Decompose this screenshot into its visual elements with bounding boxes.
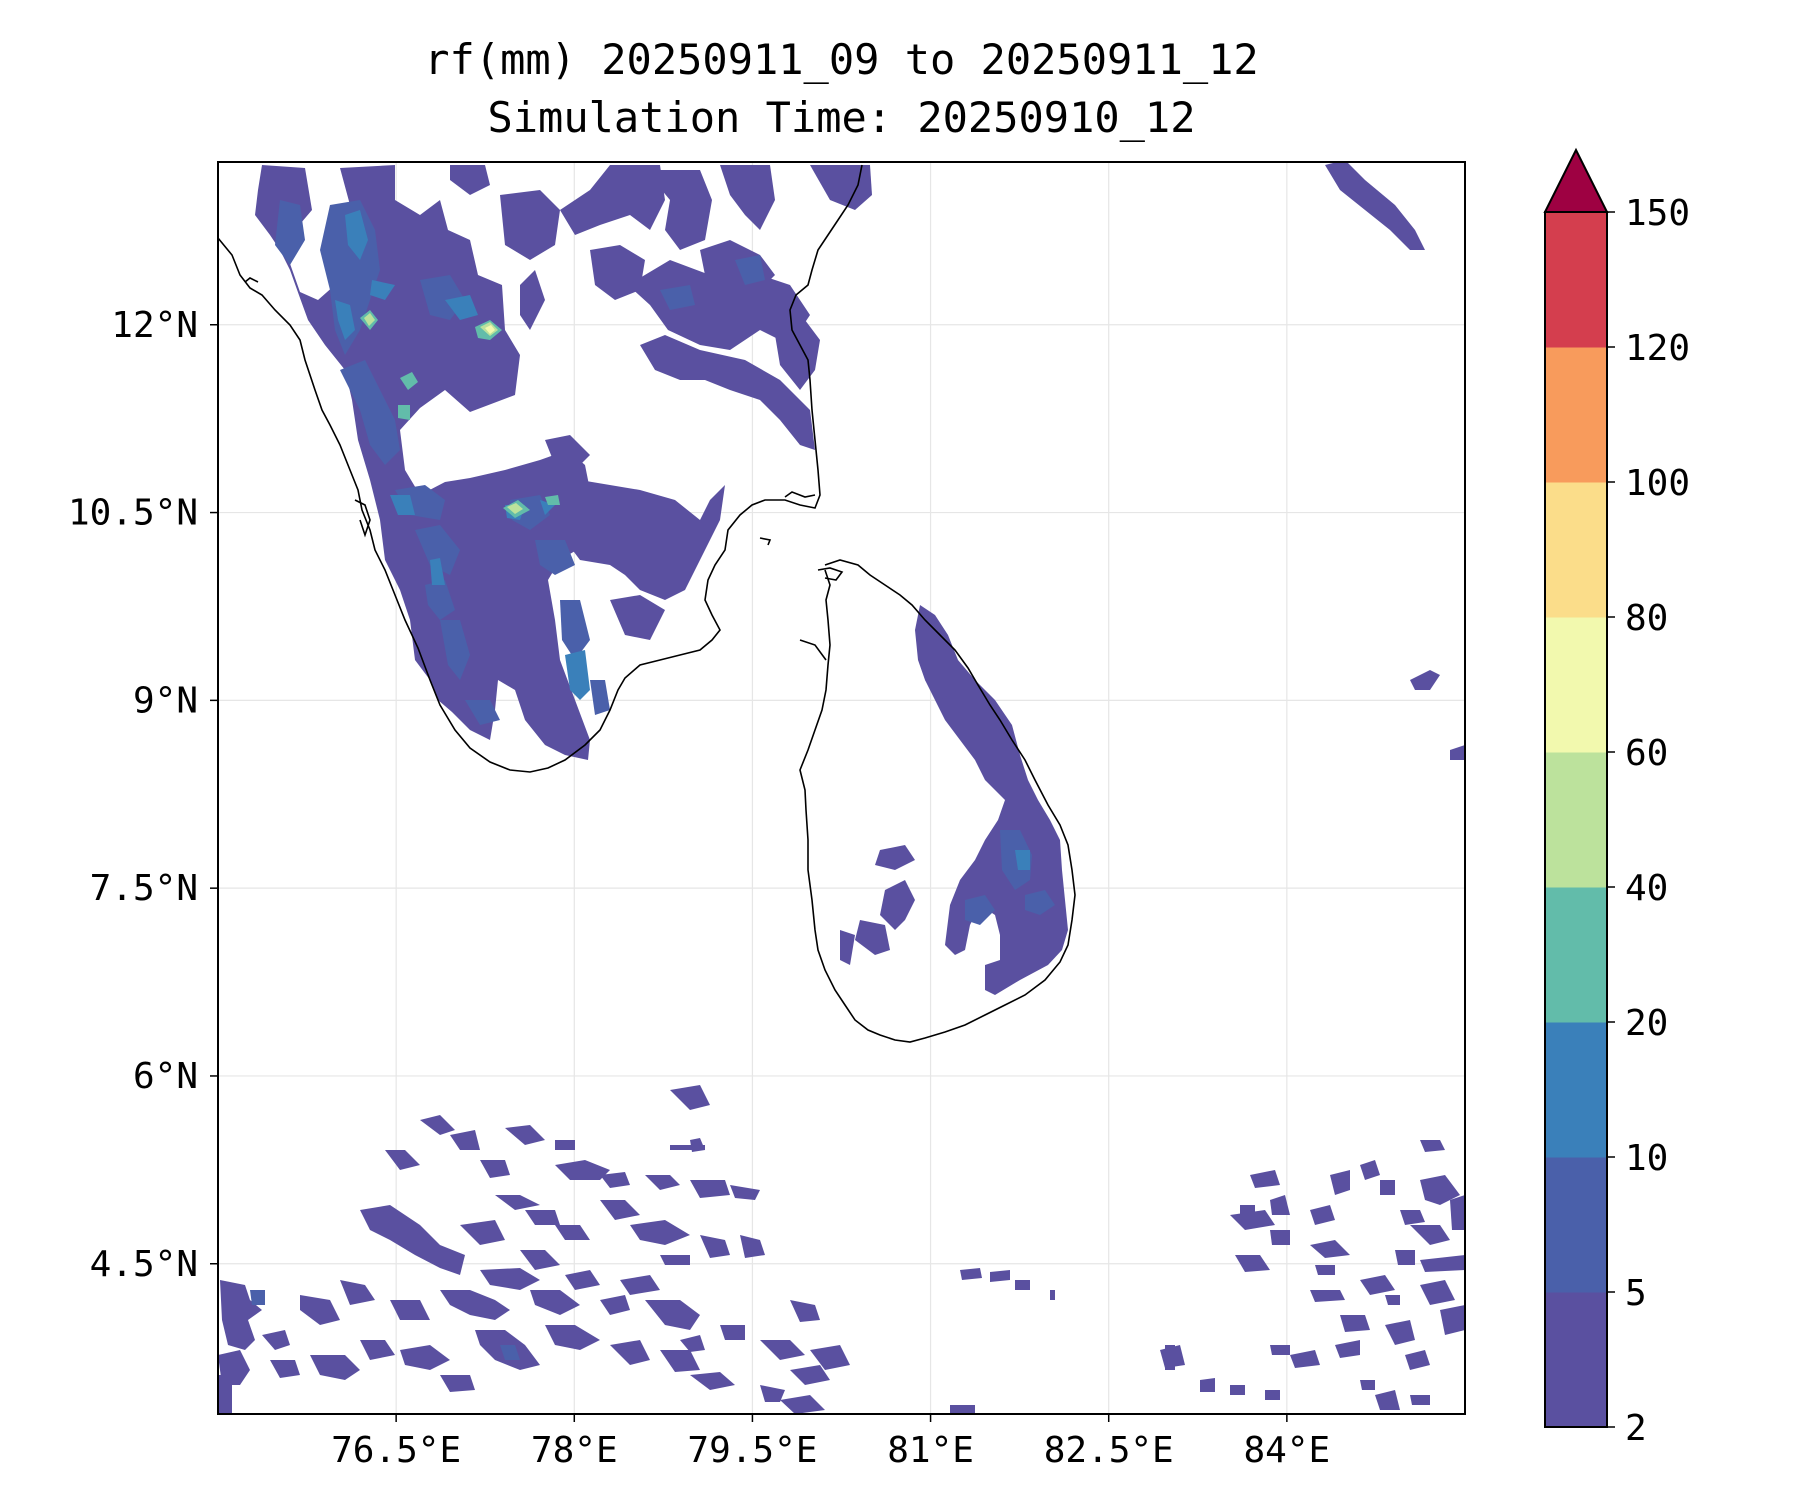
y-tick-label: 6°N bbox=[133, 1056, 198, 1097]
colorbar-label: 100 bbox=[1625, 463, 1690, 504]
colorbar-label: 20 bbox=[1625, 1003, 1668, 1044]
map-frame bbox=[217, 161, 1466, 1415]
colorbar-segment bbox=[1545, 1022, 1607, 1158]
colorbar-label: 120 bbox=[1625, 328, 1690, 369]
map-gridlines bbox=[218, 162, 1465, 1414]
x-tick-label: 82.5°E bbox=[1044, 1430, 1174, 1471]
colorbar-extend-arrow bbox=[1543, 147, 1609, 213]
rainfall-60-80mm-areas bbox=[485, 325, 495, 334]
colorbar: 2 5 10 20 40 60 80 100 120 150 bbox=[1543, 147, 1690, 1449]
colorbar-frame bbox=[1544, 211, 1608, 1428]
colorbar-label: 5 bbox=[1625, 1273, 1647, 1314]
rainfall-contours bbox=[218, 162, 1465, 1414]
x-axis-ticks: 76.5°E 78°E 79.5°E 81°E 82.5°E 84°E bbox=[331, 1414, 1330, 1471]
rainfall-2-5mm-areas bbox=[218, 162, 1465, 1414]
colorbar-label: 2 bbox=[1625, 1408, 1647, 1449]
y-tick-label: 12°N bbox=[111, 305, 198, 346]
colorbar-segment bbox=[1545, 752, 1607, 888]
y-axis-ticks: 12°N 10.5°N 9°N 7.5°N 6°N 4.5°N bbox=[68, 305, 218, 1285]
rainfall-5-10mm-areas bbox=[250, 200, 1055, 1360]
colorbar-label: 150 bbox=[1625, 193, 1690, 234]
colorbar-segment bbox=[1545, 347, 1607, 483]
colorbar-segment bbox=[1545, 1157, 1607, 1293]
colorbar-segment bbox=[1545, 887, 1607, 1023]
colorbar-segment bbox=[1545, 212, 1607, 348]
colorbar-label: 60 bbox=[1625, 733, 1668, 774]
y-tick-label: 10.5°N bbox=[68, 493, 198, 534]
coastline bbox=[218, 164, 1076, 1043]
x-tick-label: 76.5°E bbox=[331, 1430, 461, 1471]
figure-subtitle: Simulation Time: 20250910_12 bbox=[487, 93, 1196, 142]
y-tick-label: 9°N bbox=[133, 680, 198, 721]
figure-title: rf(mm) 20250911_09 to 20250911_12 bbox=[424, 35, 1259, 84]
x-tick-label: 78°E bbox=[531, 1430, 618, 1471]
colorbar-label: 10 bbox=[1625, 1138, 1668, 1179]
colorbar-segment bbox=[1545, 617, 1607, 753]
x-tick-label: 84°E bbox=[1244, 1430, 1331, 1471]
colorbar-label: 40 bbox=[1625, 868, 1668, 909]
rainfall-10-20mm-areas bbox=[335, 210, 1030, 870]
x-tick-label: 79.5°E bbox=[687, 1430, 817, 1471]
y-tick-label: 4.5°N bbox=[90, 1244, 198, 1285]
x-tick-label: 81°E bbox=[887, 1430, 974, 1471]
colorbar-label: 80 bbox=[1625, 598, 1668, 639]
colorbar-segment bbox=[1545, 1292, 1607, 1428]
y-tick-label: 7.5°N bbox=[90, 868, 198, 909]
colorbar-segment bbox=[1545, 482, 1607, 618]
